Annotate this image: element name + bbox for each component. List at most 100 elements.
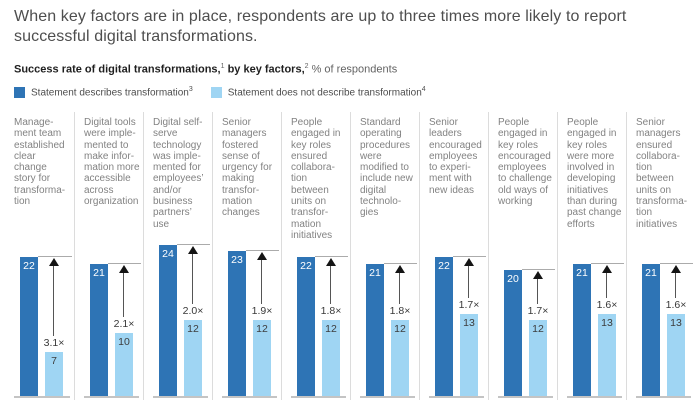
- footnote-ref-3: 3: [188, 86, 193, 93]
- subtitle-bold-2: by key factors,: [224, 63, 305, 76]
- chart-legend: Statement describes transformation3 Stat…: [14, 86, 426, 98]
- factor-column: Manage­ment team established clear chang…: [5, 112, 74, 400]
- dark-bar: 22: [20, 257, 38, 396]
- factor-label: Senior managers fostered sense of urgenc…: [222, 117, 273, 219]
- dark-bar: 22: [297, 257, 315, 396]
- subtitle-bold-1: Success rate of digital transformations,: [14, 63, 221, 76]
- legend-label: Statement does not describe transformati…: [227, 86, 426, 99]
- factor-column: People engaged in key roles were more in…: [557, 112, 626, 400]
- arrow-up-icon: [533, 271, 543, 279]
- factor-label: People engaged in key roles encour­aged …: [498, 117, 552, 208]
- cap-line: [453, 256, 486, 258]
- arrow-up-icon: [395, 264, 405, 273]
- baseline: [567, 396, 622, 398]
- factor-label: Digital self-serve technology was imple­…: [153, 117, 204, 230]
- light-bar: 13: [460, 314, 478, 396]
- bar-chart: Manage­ment team established clear chang…: [5, 112, 695, 400]
- light-bar: 12: [529, 320, 547, 396]
- factor-label: Standard operating procedures were modif…: [360, 117, 413, 219]
- multiplier-label: 3.1×: [43, 336, 65, 349]
- arrow-line: [53, 266, 54, 336]
- footnote-ref-4: 4: [421, 86, 426, 93]
- arrow-up-icon: [49, 258, 59, 267]
- factor-column: People engaged in key roles ensured coll…: [281, 112, 350, 400]
- legend-label: Statement describes transformation3: [31, 86, 193, 99]
- multiplier-label: 1.8×: [389, 305, 411, 318]
- factor-column: Senior leaders encouraged employees to e…: [419, 112, 488, 400]
- subtitle-unit: % of respondents: [308, 63, 398, 76]
- dark-bar: 21: [573, 263, 591, 396]
- cap-line: [660, 262, 693, 264]
- chart-subtitle: Success rate of digital transformations,…: [14, 63, 397, 76]
- arrow-line: [123, 272, 124, 317]
- dark-bar: 21: [90, 263, 108, 396]
- cap-line: [177, 243, 210, 245]
- arrow-up-icon: [119, 264, 129, 273]
- factor-label: Senior managers ensured collabora­tion b…: [636, 117, 688, 230]
- dark-bar-value: 24: [162, 247, 174, 260]
- arrow-line: [537, 279, 538, 305]
- multiplier-label: 1.9×: [251, 305, 273, 318]
- light-bar-value: 13: [670, 317, 682, 330]
- multiplier-label: 2.1×: [113, 318, 135, 330]
- legend-item-does-not-describe: Statement does not describe transformati…: [210, 86, 426, 99]
- dark-bar-value: 23: [231, 254, 243, 267]
- dark-bar-value: 21: [93, 266, 105, 279]
- light-bar: 12: [253, 320, 271, 396]
- dark-bar-value: 20: [507, 273, 519, 285]
- legend-item-describes: Statement describes transformation3: [14, 86, 193, 98]
- light-bar: 10: [115, 333, 133, 396]
- arrow-line: [468, 266, 469, 299]
- dark-bar: 21: [642, 263, 660, 396]
- arrow-up-icon: [464, 258, 474, 267]
- light-bar-value: 12: [394, 323, 406, 336]
- dark-bar: 24: [159, 244, 177, 396]
- dark-bar-value: 22: [300, 260, 312, 273]
- factor-column: Standard operating procedures were modif…: [350, 112, 419, 400]
- arrow-up-icon: [671, 264, 681, 273]
- factor-column: People engaged in key roles encour­aged …: [488, 112, 557, 400]
- legend-swatch-dark-blue: [14, 86, 25, 98]
- cap-line: [246, 250, 279, 252]
- multiplier-label: 1.6×: [596, 299, 618, 312]
- cap-line: [315, 256, 348, 258]
- factor-label: Manage­ment team established clear chang…: [14, 117, 66, 208]
- factor-label: People engaged in key roles were more in…: [567, 117, 622, 230]
- light-bar-value: 10: [118, 336, 130, 348]
- dark-bar-value: 21: [645, 266, 657, 279]
- light-bar-value: 13: [463, 317, 475, 330]
- baseline: [498, 396, 553, 398]
- cap-line: [591, 262, 624, 264]
- light-bar-value: 12: [256, 323, 268, 336]
- dark-bar: 21: [366, 263, 384, 396]
- cap-line: [384, 262, 417, 264]
- cap-line: [108, 262, 141, 264]
- factor-column: Senior managers ensured collabora­tion b…: [626, 112, 695, 400]
- cap-line: [38, 256, 72, 258]
- multiplier-label: 2.0×: [182, 305, 204, 318]
- baseline: [636, 396, 691, 398]
- multiplier-label: 1.7×: [527, 305, 549, 318]
- arrow-up-icon: [257, 252, 267, 261]
- arrow-line: [606, 272, 607, 299]
- footnote-ref-1: 1: [220, 63, 225, 70]
- dark-bar: 22: [435, 257, 453, 396]
- light-bar: 12: [184, 320, 202, 396]
- dark-bar: 23: [228, 251, 246, 396]
- light-bar: 12: [391, 320, 409, 396]
- footnote-ref-2: 2: [304, 63, 309, 70]
- multiplier-label: 1.8×: [320, 305, 342, 318]
- page-title: When key factors are in place, responden…: [14, 8, 627, 45]
- baseline: [84, 396, 139, 398]
- baseline: [429, 396, 484, 398]
- arrow-up-icon: [326, 258, 336, 267]
- multiplier-label: 1.6×: [665, 299, 687, 312]
- arrow-line: [399, 272, 400, 305]
- dark-bar-value: 22: [438, 260, 450, 273]
- dark-bar-value: 21: [576, 266, 588, 279]
- arrow-line: [675, 272, 676, 299]
- factor-column: Senior managers fostered sense of urgenc…: [212, 112, 281, 400]
- baseline: [222, 396, 277, 398]
- baseline: [153, 396, 208, 398]
